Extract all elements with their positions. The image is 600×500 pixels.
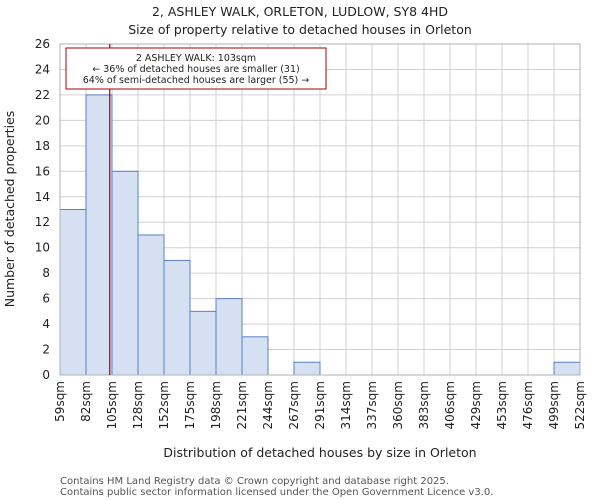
chart-title: 2, ASHLEY WALK, ORLETON, LUDLOW, SY8 4HD: [152, 4, 448, 19]
x-tick-label: 152sqm: [157, 381, 171, 429]
histogram-bar: [189, 310, 217, 376]
x-tick-label: 244sqm: [261, 381, 275, 429]
x-tick-label: 198sqm: [209, 381, 223, 429]
x-tick-label: 499sqm: [547, 381, 561, 429]
x-tick-label: 105sqm: [105, 381, 119, 429]
x-tick-label: 314sqm: [339, 381, 353, 429]
annotation-line-3: 64% of semi-detached houses are larger (…: [83, 75, 310, 86]
histogram-bar: [59, 209, 87, 376]
x-tick-label: 383sqm: [417, 381, 431, 429]
x-tick-label: 476sqm: [521, 381, 535, 429]
annotation-box: 2 ASHLEY WALK: 103sqm ← 36% of detached …: [65, 47, 327, 90]
x-tick-label: 360sqm: [391, 381, 405, 429]
x-axis-label: Distribution of detached houses by size …: [163, 445, 476, 460]
x-tick-label: 267sqm: [287, 381, 301, 429]
y-tick-label: 22: [35, 88, 50, 102]
histogram-bar: [241, 336, 269, 376]
plot-frame: [59, 43, 581, 376]
x-tick-label: 522sqm: [573, 381, 587, 429]
footer-line-1: Contains HM Land Registry data © Crown c…: [60, 476, 449, 487]
x-tick-label: 82sqm: [79, 381, 93, 422]
x-tick-label: 429sqm: [469, 381, 483, 429]
x-tick-label: 59sqm: [53, 381, 67, 422]
x-tick-label: 337sqm: [365, 381, 379, 429]
y-tick-label: 14: [35, 190, 50, 204]
histogram-bar: [215, 298, 243, 376]
y-tick-label: 8: [42, 266, 50, 280]
x-tick-labels: 59sqm 82sqm 105sqm 128sqm 152sqm 175sqm 198sqm…: [53, 381, 587, 429]
histogram-bar: [163, 259, 191, 376]
y-tick-label: 6: [42, 292, 50, 306]
x-tick-label: 128sqm: [131, 381, 145, 429]
y-tick-label: 24: [35, 62, 50, 76]
x-tick-label: 221sqm: [235, 381, 249, 429]
y-tick-label: 0: [42, 368, 50, 382]
y-tick-label: 16: [35, 164, 50, 178]
bars-layer: [59, 94, 581, 376]
annotation-line-2: ← 36% of detached houses are smaller (31…: [92, 64, 299, 75]
y-tick-label: 4: [42, 317, 50, 331]
y-tick-label: 2: [42, 343, 50, 357]
x-tick-label: 406sqm: [443, 381, 457, 429]
histogram-bar: [85, 94, 113, 376]
y-tick-label: 10: [35, 241, 50, 255]
y-tick-label: 18: [35, 139, 50, 153]
y-tick-label: 12: [35, 215, 50, 229]
y-axis-label: Number of detached properties: [2, 111, 17, 308]
x-tick-label: 291sqm: [313, 381, 327, 429]
footer-line-2: Contains public sector information licen…: [60, 487, 493, 498]
x-tick-label: 453sqm: [495, 381, 509, 429]
y-tick-label: 20: [35, 113, 50, 127]
histogram-bar: [111, 170, 139, 376]
histogram-bar: [293, 361, 321, 376]
annotation-line-1: 2 ASHLEY WALK: 103sqm: [136, 53, 256, 64]
chart-subtitle: Size of property relative to detached ho…: [128, 22, 472, 37]
x-tick-label: 175sqm: [183, 381, 197, 429]
y-tick-label: 26: [35, 37, 50, 51]
histogram-bar: [553, 361, 581, 376]
histogram-bar: [137, 234, 165, 376]
